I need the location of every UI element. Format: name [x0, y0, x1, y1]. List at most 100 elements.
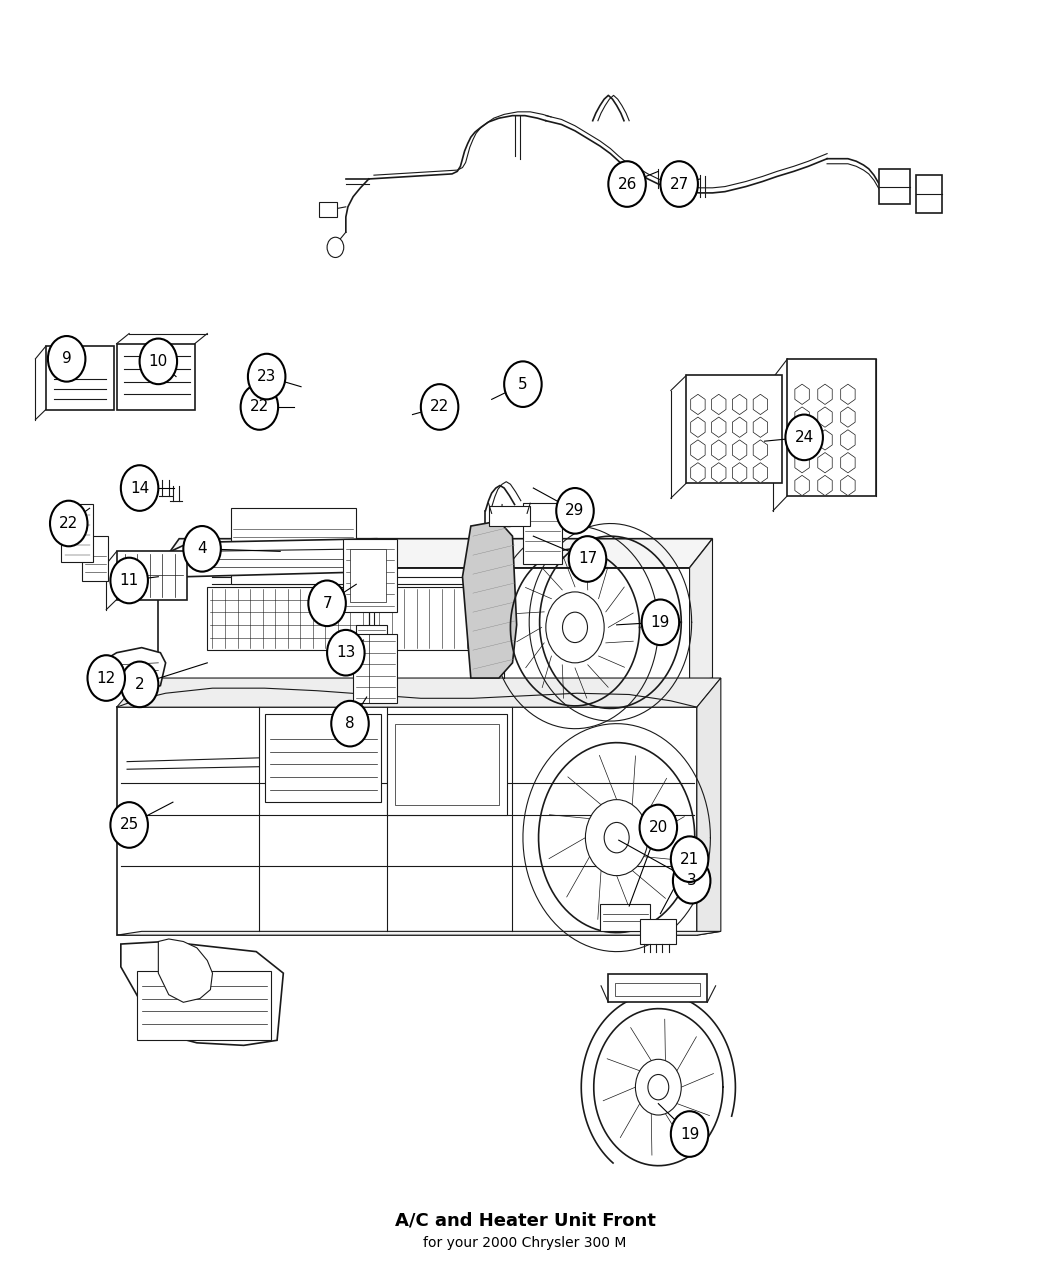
- Bar: [207, 586, 369, 650]
- Text: 29: 29: [565, 504, 585, 519]
- Text: for your 2000 Chrysler 300 M: for your 2000 Chrysler 300 M: [423, 1235, 627, 1250]
- Text: 19: 19: [651, 615, 670, 630]
- Text: 12: 12: [97, 671, 116, 686]
- Circle shape: [121, 662, 159, 708]
- Circle shape: [671, 836, 709, 882]
- Bar: [117, 344, 195, 409]
- Circle shape: [546, 592, 604, 663]
- Bar: [608, 974, 708, 1002]
- Circle shape: [556, 488, 593, 534]
- Circle shape: [642, 599, 679, 645]
- Bar: [600, 904, 650, 931]
- Polygon shape: [163, 539, 392, 576]
- Circle shape: [671, 1112, 709, 1156]
- Polygon shape: [117, 708, 697, 935]
- Bar: [62, 505, 92, 561]
- Circle shape: [240, 384, 278, 430]
- Circle shape: [421, 384, 459, 430]
- Text: 14: 14: [130, 481, 149, 496]
- Circle shape: [635, 1060, 681, 1116]
- Circle shape: [648, 1075, 669, 1100]
- Bar: [319, 201, 337, 217]
- Bar: [138, 970, 271, 1040]
- Polygon shape: [121, 941, 284, 1046]
- Bar: [353, 634, 397, 704]
- Bar: [488, 506, 530, 527]
- Circle shape: [87, 655, 125, 701]
- Text: 21: 21: [680, 852, 699, 867]
- Polygon shape: [159, 539, 713, 567]
- Polygon shape: [462, 521, 517, 678]
- Bar: [639, 919, 676, 944]
- Text: 8: 8: [345, 717, 355, 731]
- Polygon shape: [100, 648, 166, 691]
- Circle shape: [569, 537, 606, 581]
- Text: 22: 22: [59, 516, 79, 530]
- Bar: [788, 358, 876, 496]
- Polygon shape: [697, 678, 721, 935]
- Circle shape: [331, 701, 369, 746]
- Text: 20: 20: [649, 820, 668, 835]
- Text: 9: 9: [62, 352, 71, 366]
- Text: 5: 5: [518, 376, 528, 391]
- Circle shape: [110, 557, 148, 603]
- Circle shape: [563, 612, 588, 643]
- Bar: [342, 539, 397, 612]
- Bar: [387, 714, 507, 815]
- Bar: [231, 509, 356, 584]
- Bar: [879, 168, 910, 204]
- Polygon shape: [159, 567, 690, 682]
- Circle shape: [328, 237, 343, 258]
- Text: 3: 3: [687, 873, 696, 889]
- Text: 13: 13: [336, 645, 356, 660]
- Circle shape: [639, 805, 677, 850]
- Bar: [916, 175, 942, 213]
- Polygon shape: [159, 938, 212, 1002]
- Bar: [614, 983, 700, 996]
- Bar: [82, 537, 108, 580]
- Text: 25: 25: [120, 817, 139, 833]
- Text: 26: 26: [617, 176, 636, 191]
- Circle shape: [184, 527, 220, 571]
- Text: 19: 19: [680, 1127, 699, 1141]
- Circle shape: [660, 161, 698, 207]
- Circle shape: [110, 802, 148, 848]
- Circle shape: [785, 414, 823, 460]
- Circle shape: [48, 337, 85, 381]
- Bar: [265, 714, 381, 802]
- Circle shape: [673, 858, 711, 904]
- Text: 22: 22: [250, 399, 269, 414]
- Circle shape: [248, 353, 286, 399]
- Circle shape: [309, 580, 345, 626]
- Text: 24: 24: [795, 430, 814, 445]
- Circle shape: [504, 361, 542, 407]
- Polygon shape: [690, 539, 713, 682]
- Text: 4: 4: [197, 542, 207, 556]
- Polygon shape: [117, 678, 721, 708]
- Text: A/C and Heater Unit Front: A/C and Heater Unit Front: [395, 1211, 655, 1229]
- Text: 2: 2: [134, 677, 145, 692]
- Circle shape: [50, 501, 87, 546]
- Circle shape: [604, 822, 629, 853]
- Text: 11: 11: [120, 572, 139, 588]
- Text: 27: 27: [670, 176, 689, 191]
- Bar: [687, 375, 782, 483]
- Text: 10: 10: [149, 354, 168, 368]
- Text: 7: 7: [322, 595, 332, 611]
- Bar: [356, 625, 387, 653]
- Bar: [523, 504, 563, 564]
- Bar: [350, 548, 386, 602]
- Circle shape: [608, 161, 646, 207]
- Bar: [374, 586, 493, 650]
- Circle shape: [328, 630, 364, 676]
- Text: 23: 23: [257, 368, 276, 384]
- Polygon shape: [117, 931, 721, 935]
- Circle shape: [586, 799, 648, 876]
- Circle shape: [140, 339, 177, 384]
- Text: 22: 22: [429, 399, 449, 414]
- Text: 17: 17: [578, 552, 597, 566]
- Circle shape: [121, 465, 159, 511]
- Bar: [395, 724, 499, 805]
- Bar: [46, 347, 113, 409]
- Bar: [117, 551, 188, 599]
